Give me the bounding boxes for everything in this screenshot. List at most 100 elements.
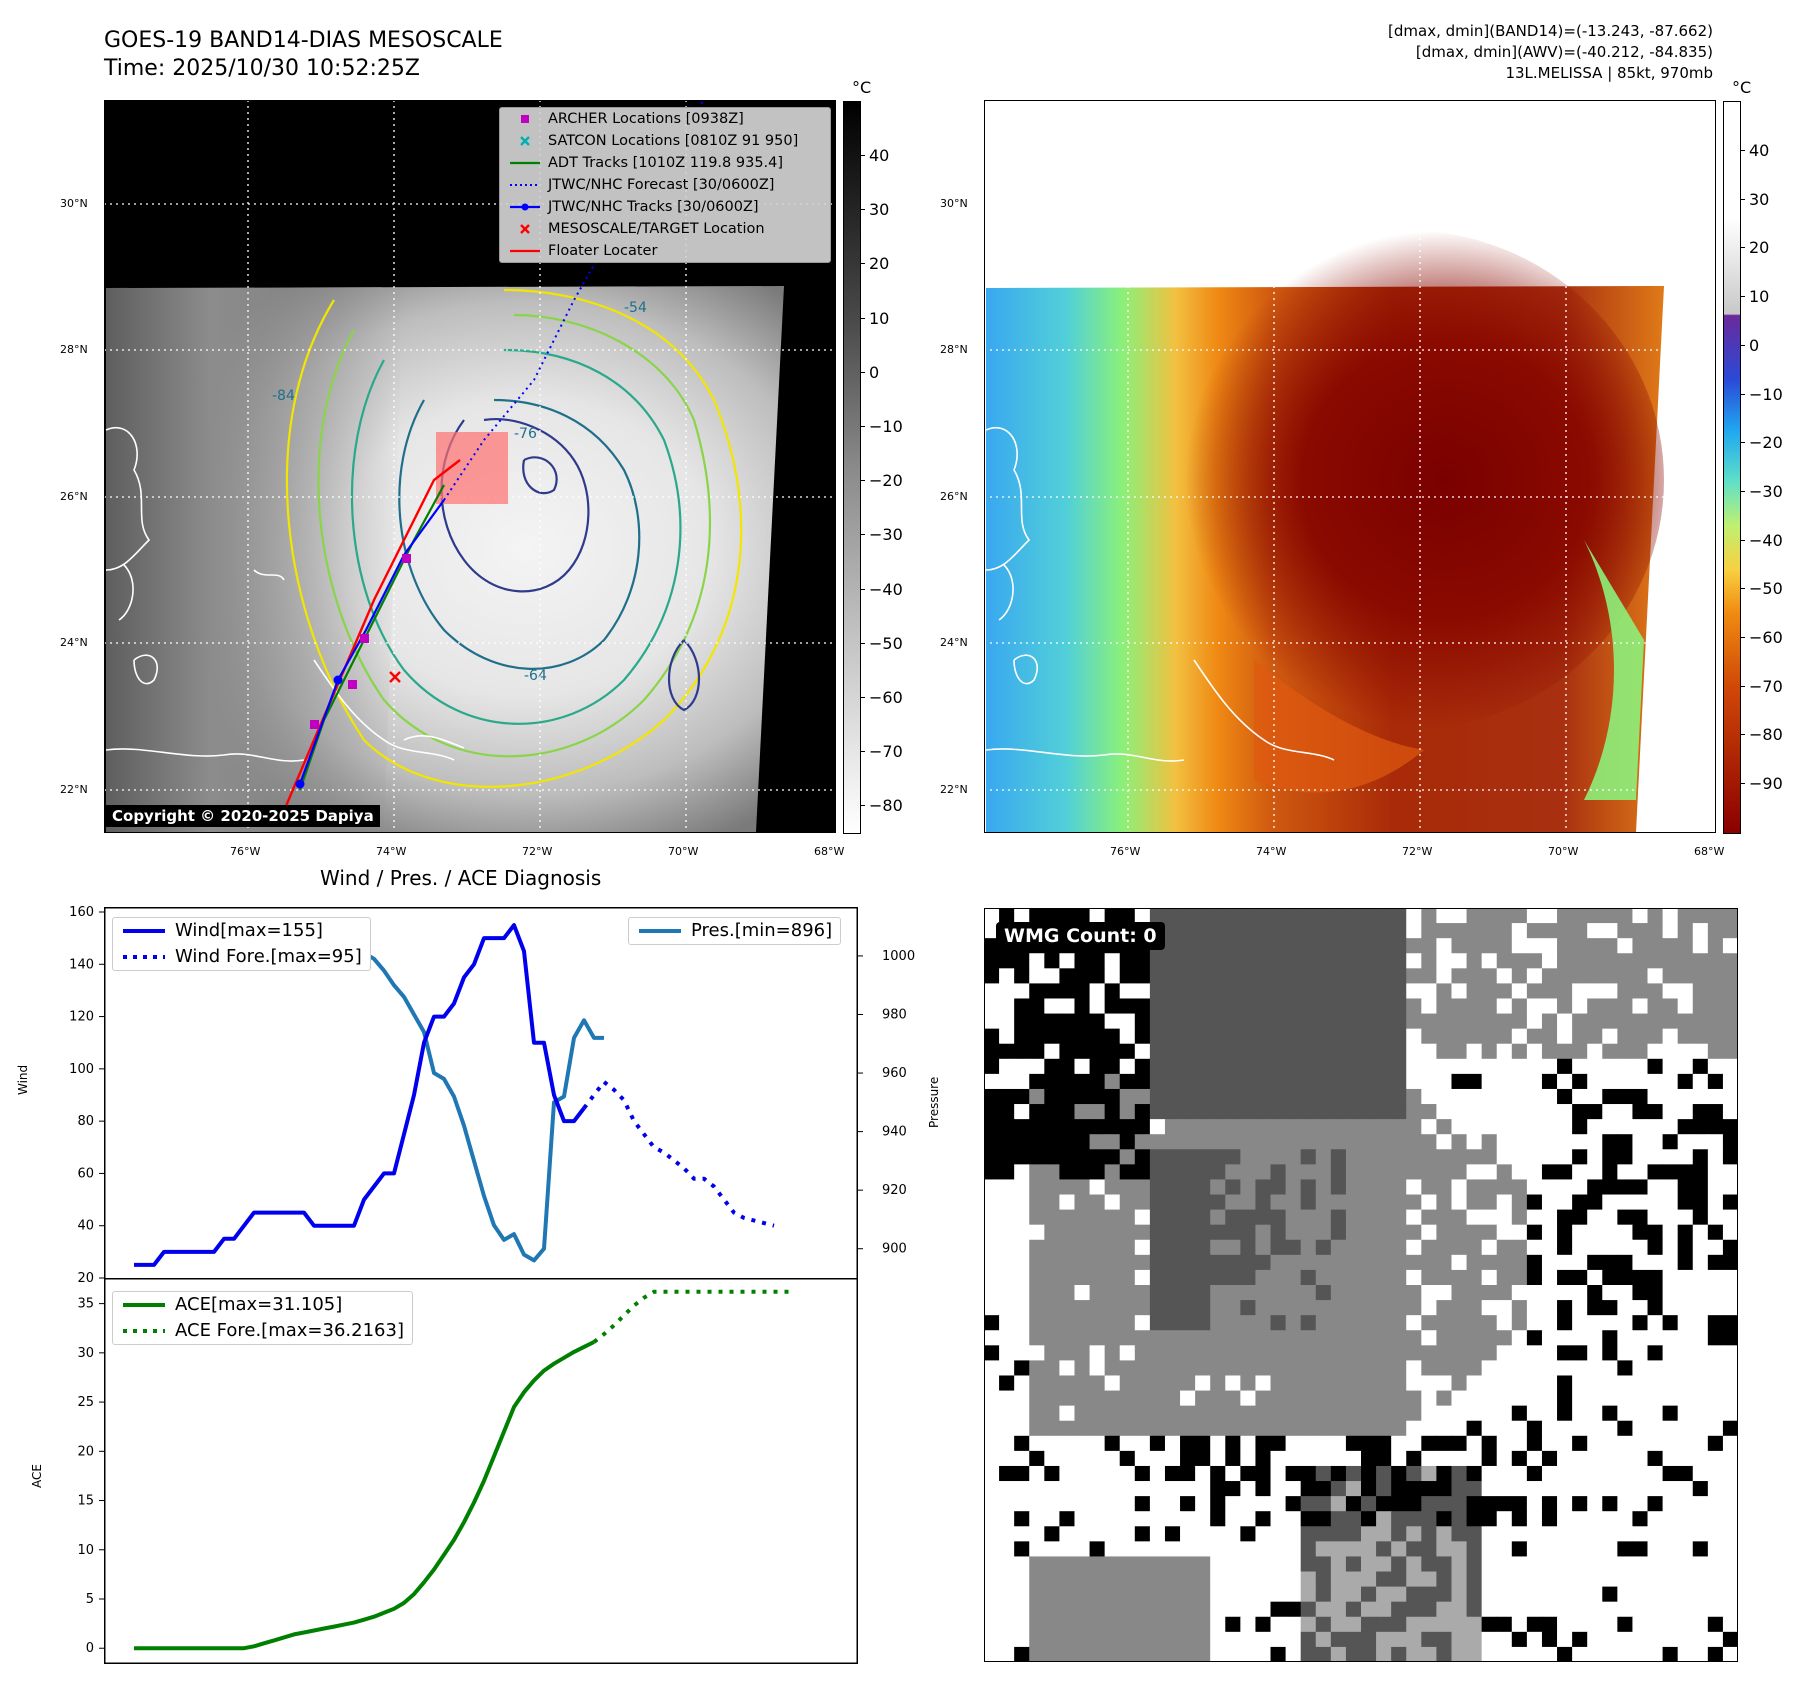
ir-map-panel: -54 -64 -76 -84: [104, 99, 836, 833]
legend-wind-fore: Wind Fore.[max=95]: [113, 944, 370, 970]
floater-box: [436, 432, 508, 504]
colorbar-left-tick-mark: [860, 209, 865, 211]
diagnosis-chart: 20 40 60 80 100 120 140 160 900 920 940 960 980 1000…: [69, 905, 915, 1664]
copyright-label: Copyright © 2020-2025 Dapiya: [106, 805, 380, 827]
legend-pressure: Pres.[min=896]: [629, 918, 840, 944]
ace-panel-frame: [104, 1278, 858, 1664]
colorbar-right-tick-mark: [1740, 783, 1745, 785]
map-legend-label: Floater Locater: [548, 243, 658, 259]
legend-wind-swatch: [123, 929, 165, 933]
wind-tick-label: 40: [77, 1219, 94, 1234]
lon-label-74w-right: 74°W: [1256, 845, 1287, 858]
map-legend-swatch: [510, 203, 540, 211]
contour-label: -54: [624, 300, 647, 316]
ace-tick-label: 35: [77, 1297, 94, 1312]
wind-series-line: [134, 923, 586, 1267]
map-legend-item: ADT Tracks [1010Z 119.8 935.4]: [500, 152, 830, 174]
colorbar-right-tick-mark: [1740, 539, 1745, 541]
colorbar-right-tick-label: −10: [1749, 384, 1783, 404]
pressure-tick-label: 1000: [882, 949, 915, 964]
lon-label-76w-right: 76°W: [1110, 845, 1141, 858]
contour-labels: -54 -64 -76 -84: [272, 300, 647, 684]
ace-tick-label: 25: [77, 1395, 94, 1410]
colorbar-right-tick-mark: [1740, 588, 1745, 590]
lat-label-24n: 24°N: [60, 636, 88, 649]
colorbar-right-tick-mark: [1740, 247, 1745, 249]
pressure-axis-label: Pressure: [927, 1076, 941, 1128]
colorbar-right-tick-label: −30: [1749, 481, 1783, 501]
map-legend-swatch: [510, 161, 540, 165]
lat-label-24n-right: 24°N: [940, 636, 968, 649]
lat-label-28n-right: 28°N: [940, 343, 968, 356]
figure-time: Time: 2025/10/30 10:52:25Z: [104, 56, 420, 81]
floater-track: [284, 459, 461, 807]
pressure-tick-label: 980: [882, 1007, 907, 1022]
contour-label: -64: [524, 668, 547, 684]
map-legend-item: MESOSCALE/TARGET Location: [500, 218, 830, 240]
colorbar-left-tick-mark: [860, 642, 865, 644]
map-legend-swatch: [520, 224, 530, 234]
ace-tick-label: 30: [77, 1346, 94, 1361]
colorbar-right-tick-label: −70: [1749, 676, 1783, 696]
map-legend-label: ARCHER Locations [0938Z]: [548, 111, 744, 127]
colorbar-left-tick-mark: [860, 534, 865, 536]
colorbar-left-tick-label: −30: [869, 525, 903, 545]
lat-label-22n: 22°N: [60, 783, 88, 796]
map-legend-item: ARCHER Locations [0938Z]: [500, 108, 830, 130]
wind-tick-label: 20: [77, 1271, 94, 1286]
legend-ace-fore: ACE Fore.[max=36.2163]: [113, 1318, 412, 1344]
map-legend-label: MESOSCALE/TARGET Location: [548, 221, 765, 237]
legend-pressure-label: Pres.[min=896]: [691, 920, 833, 941]
colorbar-left-tick-label: 20: [869, 254, 890, 274]
jtwc-forecast-track: [443, 99, 705, 501]
wind-tick-label: 120: [69, 1010, 94, 1025]
colorbar-right-tick-label: −80: [1749, 725, 1783, 745]
diagnosis-title: Wind / Pres. / ACE Diagnosis: [320, 866, 602, 890]
lat-label-22n-right: 22°N: [940, 783, 968, 796]
lat-label-26n-right: 26°N: [940, 490, 968, 503]
figure-title: GOES-19 BAND14-DIAS MESOSCALE: [104, 28, 503, 53]
ace-forecast-series-line: [592, 1289, 794, 1344]
legend-ace-swatch: [123, 1303, 165, 1307]
meta-awv: [dmax, dmin](AWV)=(-40.212, -84.835): [1415, 43, 1713, 61]
legend-pressure-swatch: [639, 929, 681, 933]
lon-label-68w-right: 68°W: [1694, 845, 1725, 858]
colorbar-left-unit: °C: [852, 78, 872, 97]
lat-label-28n: 28°N: [60, 343, 88, 356]
pressure-tick-label: 900: [882, 1242, 907, 1257]
colorbar-left-tick-label: 40: [869, 146, 890, 165]
colorbar-left-tick-label: −50: [869, 633, 903, 653]
wmg-panel: WMG Count: 0: [984, 908, 1739, 1663]
ace-tick-label: 15: [77, 1494, 94, 1509]
map-legend-swatch: [510, 249, 540, 253]
map-legend-label: JTWC/NHC Tracks [30/0600Z]: [548, 199, 759, 215]
colorbar-right-tick-mark: [1740, 393, 1745, 395]
map-legend-item: JTWC/NHC Tracks [30/0600Z]: [500, 196, 830, 218]
colorbar-left-tick-mark: [860, 155, 865, 156]
colorbar-left-tick-mark: [860, 697, 865, 698]
pressure-tick-label: 940: [882, 1125, 907, 1140]
colorbar-left-tick-label: −40: [869, 579, 903, 599]
wind-legend: Wind[max=155] Wind Fore.[max=95]: [112, 917, 371, 971]
wmg-count-badge: WMG Count: 0: [996, 922, 1165, 950]
lon-label-68w: 68°W: [814, 845, 845, 858]
colorbar-right-tick-label: −50: [1749, 579, 1783, 599]
colorbar-right: [1723, 101, 1741, 834]
map-legend-item: JTWC/NHC Forecast [30/0600Z]: [500, 174, 830, 196]
colorbar-right-tick-label: −90: [1749, 774, 1783, 794]
meta-band14: [dmax, dmin](BAND14)=(-13.243, -87.662): [1388, 22, 1713, 40]
colorbar-left-tick-label: 30: [869, 200, 890, 220]
colorbar-left-tick-label: −10: [869, 417, 903, 436]
pressure-series-line: [134, 924, 604, 1263]
colorbar-left-tick-label: −70: [869, 742, 903, 762]
colorbar-right-tick-label: 40: [1749, 141, 1770, 160]
ace-series-line: [134, 1340, 595, 1651]
map-legend-item: SATCON Locations [0810Z 91 950]: [500, 130, 830, 152]
ace-legend: ACE[max=31.105] ACE Fore.[max=36.2163]: [112, 1291, 413, 1345]
wind-tick-label: 140: [69, 957, 94, 972]
ace-tick-label: 0: [86, 1641, 94, 1656]
lon-label-70w: 70°W: [668, 845, 699, 858]
pressure-tick-label: 920: [882, 1183, 907, 1198]
colorbar-left-tick-mark: [860, 371, 865, 373]
